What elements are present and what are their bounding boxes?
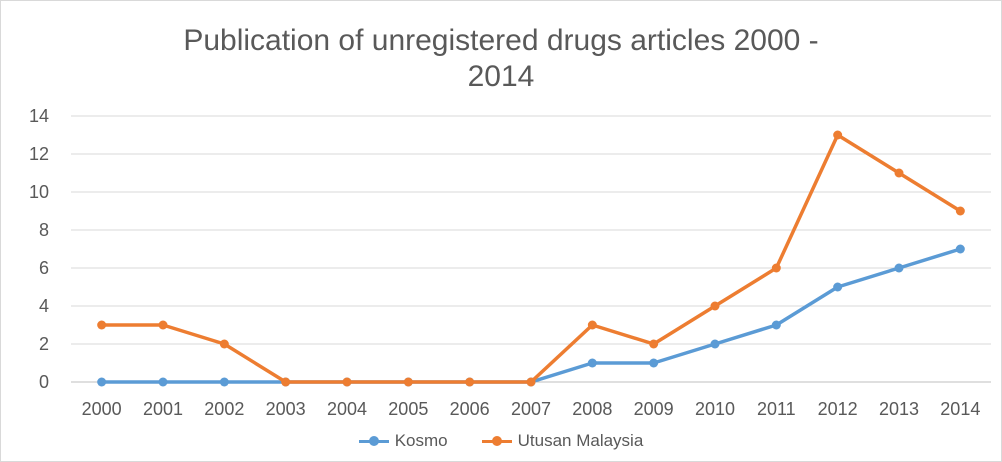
- x-tick-label: 2010: [695, 399, 735, 419]
- legend-item-utusan-malaysia: Utusan Malaysia: [481, 431, 644, 451]
- data-point-utusan-malaysia: [894, 168, 904, 178]
- legend: Kosmo Utusan Malaysia: [1, 431, 1001, 451]
- data-point-kosmo: [894, 263, 904, 273]
- x-tick-label: 2004: [327, 399, 367, 419]
- y-tick-label: 0: [39, 372, 49, 392]
- data-point-kosmo: [219, 377, 229, 387]
- series-lines: [97, 130, 965, 387]
- y-axis-ticks: 0 2 4 6 8 10 12 14: [29, 106, 49, 392]
- series-line-utusan-malaysia: [101, 133, 962, 384]
- y-tick-label: 14: [29, 106, 49, 126]
- x-tick-label: 2005: [388, 399, 428, 419]
- data-point-utusan-malaysia: [281, 377, 291, 387]
- data-point-utusan-malaysia: [403, 377, 413, 387]
- legend-swatch-kosmo: [358, 436, 389, 446]
- y-tick-label: 6: [39, 258, 49, 278]
- data-point-utusan-malaysia: [219, 339, 229, 349]
- x-axis-ticks: 2000 2001 2002 2003 2004 2005 2006 2007 2008 2009…: [82, 399, 981, 419]
- legend-label-utusan-malaysia: Utusan Malaysia: [517, 431, 644, 450]
- x-tick-label: 2012: [818, 399, 858, 419]
- data-point-utusan-malaysia: [833, 130, 843, 140]
- data-point-kosmo: [649, 358, 659, 368]
- data-point-kosmo: [710, 339, 720, 349]
- data-point-utusan-malaysia: [526, 377, 536, 387]
- legend-swatch-utusan-malaysia: [481, 436, 512, 446]
- legend-label-kosmo: Kosmo: [394, 431, 448, 450]
- y-tick-label: 8: [39, 220, 49, 240]
- x-tick-label: 2006: [450, 399, 490, 419]
- legend-item-kosmo: Kosmo: [358, 431, 448, 451]
- data-point-utusan-malaysia: [158, 320, 168, 330]
- chart-title-line-1: Publication of unregistered drugs articl…: [183, 24, 819, 57]
- data-point-utusan-malaysia: [342, 377, 352, 387]
- data-point-utusan-malaysia: [465, 377, 475, 387]
- x-tick-label: 2001: [143, 399, 183, 419]
- data-point-kosmo: [158, 377, 168, 387]
- x-tick-label: 2002: [204, 399, 244, 419]
- x-tick-label: 2007: [511, 399, 551, 419]
- data-point-utusan-malaysia: [955, 206, 965, 216]
- data-point-kosmo: [833, 282, 843, 292]
- x-tick-label: 2009: [634, 399, 674, 419]
- chart-title: Publication of unregistered drugs articl…: [1, 23, 1001, 95]
- data-point-kosmo: [587, 358, 597, 368]
- data-point-utusan-malaysia: [710, 301, 720, 311]
- x-tick-label: 2000: [82, 399, 122, 419]
- y-tick-label: 4: [39, 296, 49, 316]
- data-point-utusan-malaysia: [97, 320, 107, 330]
- y-tick-label: 12: [29, 144, 49, 164]
- data-point-utusan-malaysia: [587, 320, 597, 330]
- data-point-kosmo: [955, 244, 965, 254]
- x-tick-label: 2003: [266, 399, 306, 419]
- legend-marker-kosmo: [368, 436, 379, 446]
- y-tick-label: 2: [39, 334, 49, 354]
- chart-title-line-2: 2014: [467, 60, 535, 93]
- series-line-kosmo: [101, 247, 961, 384]
- x-tick-label: 2014: [940, 399, 980, 419]
- x-tick-label: 2013: [879, 399, 919, 419]
- x-tick-label: 2008: [572, 399, 612, 419]
- x-tick-label: 2011: [757, 399, 796, 419]
- data-point-kosmo: [97, 377, 107, 387]
- data-point-kosmo: [771, 320, 781, 330]
- gridlines: [71, 115, 991, 383]
- y-tick-label: 10: [29, 182, 49, 202]
- data-point-utusan-malaysia: [771, 263, 781, 273]
- data-point-utusan-malaysia: [649, 339, 659, 349]
- legend-marker-utusan-malaysia: [491, 436, 502, 446]
